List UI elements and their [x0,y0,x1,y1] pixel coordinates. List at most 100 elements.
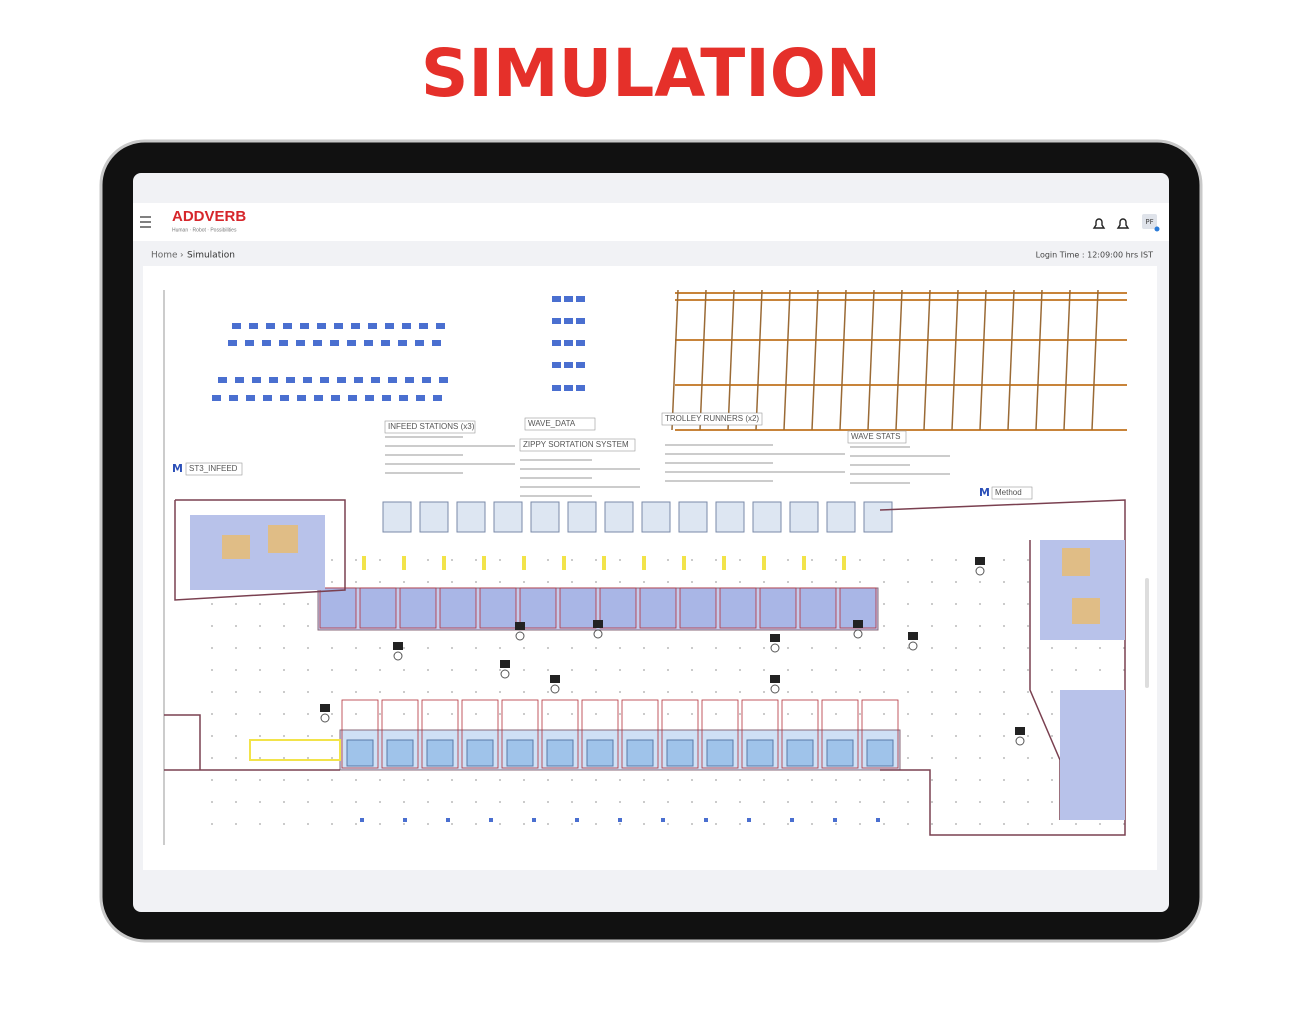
sim-label: ST3_INFEED [189,464,238,473]
robot [320,704,330,712]
floor-marker [575,818,579,822]
floor-dot [259,669,261,671]
station-bay [541,699,579,769]
login-time: Login Time : 12:09:00 hrs IST [1036,251,1153,260]
floor-dot [835,691,837,693]
floor-dot [1003,669,1005,671]
rack-post [839,289,847,431]
floor-dot [931,669,933,671]
floor-dot [715,669,717,671]
floor-marker [790,818,794,822]
storage-slot [552,362,561,368]
floor-dot [355,647,357,649]
floor-dot [811,779,813,781]
floor-dot [955,603,957,605]
floor-dot [643,801,645,803]
storage-slot [371,377,380,383]
floor-dot [619,581,621,583]
floor-marker [661,818,665,822]
floor-dot [1003,647,1005,649]
station-bay [461,699,499,769]
station-bay [639,587,677,629]
floor-dot [691,779,693,781]
floor-dot [1027,603,1029,605]
floor-dot [859,691,861,693]
robot [853,620,863,628]
floor-dot [451,581,453,583]
floor-dot [475,823,477,825]
floor-dot [499,801,501,803]
floor-dot [883,669,885,671]
floor-dot [211,713,213,715]
floor-dot [235,713,237,715]
floor-dot [931,823,933,825]
storage-slot [576,318,585,324]
floor-dot [355,713,357,715]
floor-dot [355,779,357,781]
floor-dot [715,581,717,583]
floor-dot [907,669,909,671]
floor-dot [595,823,597,825]
floor-dot [955,801,957,803]
floor-dot [835,779,837,781]
robot-base [975,566,985,576]
floor-dot [451,691,453,693]
floor-dot [955,559,957,561]
storage-slot [286,377,295,383]
floor-dot [835,559,837,561]
storage-slot [385,323,394,329]
floor-dot [1051,647,1053,649]
floor-dot [667,647,669,649]
station-bay [781,699,819,769]
floor-dot [835,647,837,649]
menu-button[interactable] [140,216,151,228]
notification-icon[interactable] [1092,218,1106,229]
avatar[interactable] [1142,214,1157,229]
floor-dot [379,691,381,693]
floor-dot [211,757,213,759]
storage-slot [564,362,573,368]
floor-dot [547,801,549,803]
storage-slot [235,377,244,383]
floor-dot [499,559,501,561]
floor-dot [979,779,981,781]
logo[interactable]: ADDVERB [172,208,246,225]
floor-dot [787,581,789,583]
floor-dot [427,823,429,825]
floor-dot [979,691,981,693]
floor-dot [475,801,477,803]
station-bay [341,699,379,769]
floor-dot [811,559,813,561]
trolley [866,739,894,767]
pallet [1072,598,1100,624]
station-bay [679,587,717,629]
floor-dot [355,581,357,583]
storage-slot [432,340,441,346]
floor-dot [835,713,837,715]
floor-dot [907,625,909,627]
floor-dot [1027,757,1029,759]
floor-dot [1051,823,1053,825]
floor-dot [931,735,933,737]
floor-marker [489,818,493,822]
station-bay [421,699,459,769]
floor-dot [667,559,669,561]
floor-dot [451,647,453,649]
floor-dot [235,691,237,693]
floor-dot [595,779,597,781]
floor-dot [859,779,861,781]
floor-dot [451,779,453,781]
breadcrumb-home[interactable]: Home [151,251,178,261]
floor-dot [427,801,429,803]
alert-icon[interactable] [1116,218,1130,229]
floor-dot [211,691,213,693]
floor-dot [691,581,693,583]
floor-dot [643,669,645,671]
marker-light [442,556,446,570]
floor-dot [403,647,405,649]
floor-dot [931,581,933,583]
robot-base [320,713,330,723]
floor-dot [1003,779,1005,781]
floor-dot [547,559,549,561]
pallet [222,535,250,559]
